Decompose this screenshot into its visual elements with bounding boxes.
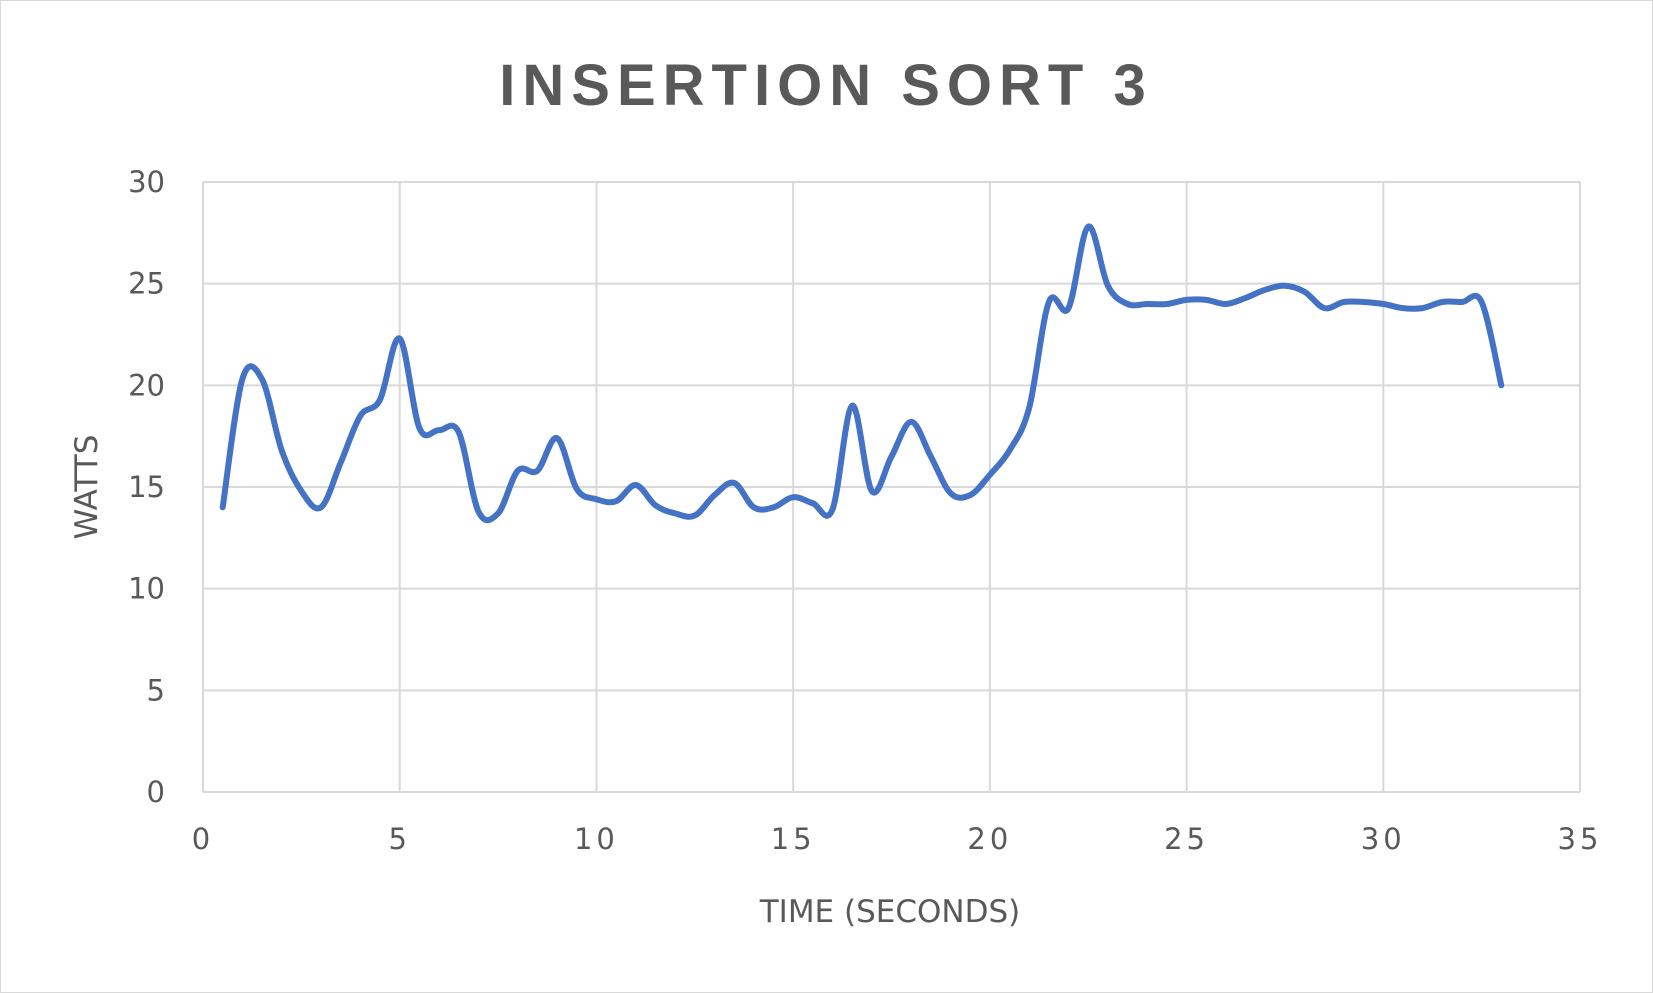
y-tick-label: 0 bbox=[147, 775, 165, 809]
x-tick-label: 30 bbox=[1361, 822, 1406, 856]
y-axis-title: WATTS bbox=[69, 435, 105, 540]
y-tick-label: 30 bbox=[128, 165, 165, 199]
x-tick-label: 25 bbox=[1164, 822, 1209, 856]
x-tick-label: 0 bbox=[192, 822, 214, 856]
x-axis-title: TIME (SECONDS) bbox=[759, 894, 1021, 930]
x-tick-label: 5 bbox=[388, 822, 410, 856]
x-tick-label: 10 bbox=[574, 822, 619, 856]
y-tick-label: 20 bbox=[128, 368, 165, 402]
x-tick-label: 20 bbox=[967, 822, 1012, 856]
series-line-0 bbox=[219, 223, 1505, 524]
x-axis-tick-labels: 0 5 10 15 20 25 30 35 bbox=[192, 822, 1603, 856]
plot-series bbox=[219, 223, 1505, 524]
y-tick-label: 15 bbox=[128, 470, 165, 504]
x-tick-label: 35 bbox=[1558, 822, 1603, 856]
gridlines bbox=[202, 181, 1581, 793]
chart-title: INSERTION SORT 3 bbox=[499, 53, 1152, 118]
y-tick-label: 10 bbox=[128, 572, 165, 606]
y-tick-label: 5 bbox=[147, 673, 165, 707]
x-tick-label: 15 bbox=[771, 822, 816, 856]
y-axis-tick-labels: 0 5 10 15 20 25 30 bbox=[128, 165, 165, 809]
y-tick-label: 25 bbox=[128, 267, 165, 301]
